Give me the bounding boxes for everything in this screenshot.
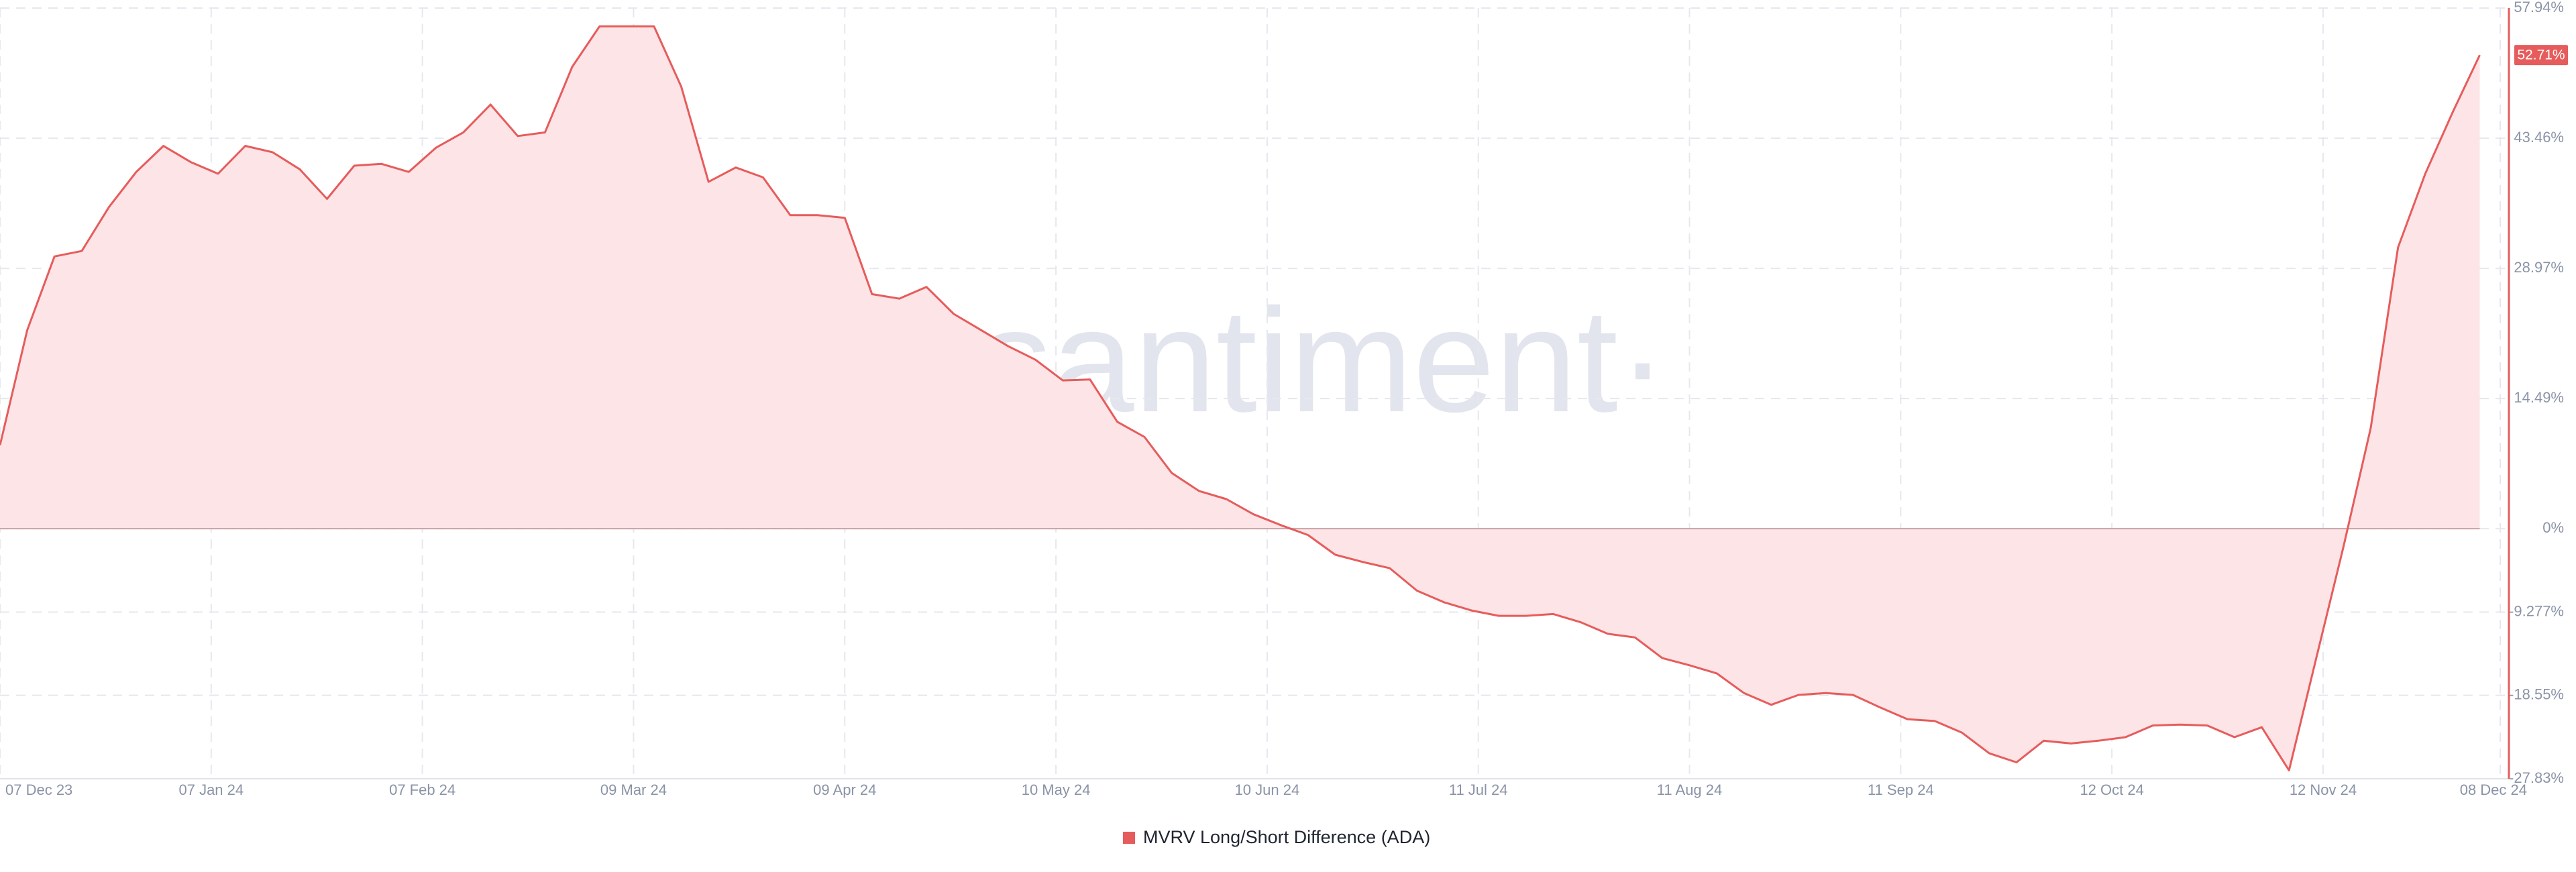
line — [0, 25, 2481, 771]
y-tick-label: -9.277% — [2509, 602, 2564, 619]
x-tick-label: 10 May 24 — [1022, 781, 1091, 798]
x-tick-label: 11 Jul 24 — [1449, 781, 1508, 798]
x-tick-label: 11 Aug 24 — [1657, 781, 1722, 798]
y-tick-label: 14.49% — [2514, 389, 2564, 406]
legend-label: MVRV Long/Short Difference (ADA) — [1143, 827, 1430, 847]
legend-swatch — [1123, 832, 1135, 844]
y-tick-label: -27.83% — [2509, 769, 2564, 786]
x-tick-label: 07 Feb 24 — [389, 781, 455, 798]
x-tick-label: 08 Dec 24 — [2460, 781, 2527, 798]
x-tick-label: 09 Apr 24 — [813, 781, 876, 798]
y-tick-label: -18.55% — [2509, 686, 2564, 702]
y-tick-label: 43.46% — [2514, 129, 2564, 146]
x-tick-label: 12 Oct 24 — [2080, 781, 2143, 798]
value-badge — [2514, 45, 2568, 66]
y-tick-label: 28.97% — [2514, 259, 2564, 276]
area-fill — [0, 26, 2480, 771]
x-tick-label: 07 Dec 23 — [5, 781, 72, 798]
value-label: 52.71% — [2517, 48, 2565, 63]
legend: MVRV Long/Short Difference (ADA) — [1123, 827, 1430, 847]
x-tick-label: 11 Sep 24 — [1868, 781, 1934, 798]
y-tick-label: 57.94% — [2514, 0, 2564, 15]
x-tick-label: 09 Mar 24 — [600, 781, 667, 798]
x-tick-label: 10 Jun 24 — [1235, 781, 1300, 798]
y-tick-label: 0% — [2542, 519, 2564, 536]
x-tick-label: 12 Nov 24 — [2290, 781, 2357, 798]
x-tick-label: 07 Jan 24 — [178, 781, 244, 798]
